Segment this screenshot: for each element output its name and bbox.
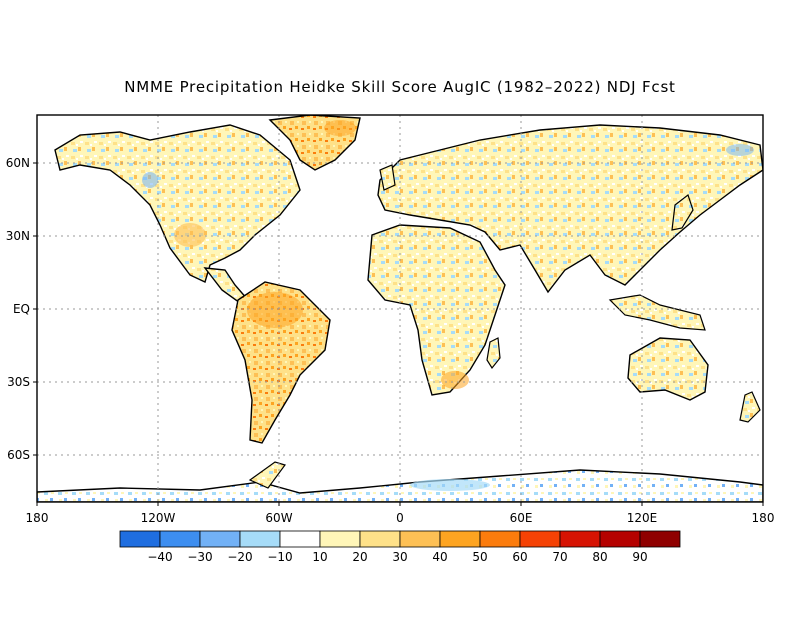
colorbar-swatch — [319, 530, 361, 548]
lat-tick-label: EQ — [13, 302, 30, 316]
colorbar-label: 60 — [512, 550, 527, 564]
graticule — [37, 115, 763, 502]
japan-land — [671, 194, 694, 231]
colorbar-label: 90 — [632, 550, 647, 564]
british-isles-land — [379, 164, 396, 191]
colorbar-label: 10 — [312, 550, 327, 564]
colorbar-swatch — [239, 530, 281, 548]
colorbar-label: 40 — [432, 550, 447, 564]
land-masses — [37, 115, 763, 502]
colorbar-swatch — [599, 530, 641, 548]
colorbar-swatch — [359, 530, 401, 548]
maritime-continent-land — [608, 294, 706, 331]
madagascar-land — [486, 337, 501, 370]
lon-tick-label: 180 — [26, 511, 49, 525]
colorbar-swatch — [279, 530, 321, 548]
lon-tick-label: 0 — [396, 511, 404, 525]
colorbar-swatch — [639, 530, 681, 548]
north-america-land — [54, 124, 301, 283]
lat-tick-label: 60N — [6, 156, 30, 170]
colorbar-swatch — [519, 530, 561, 548]
lon-tick-label: 60E — [510, 511, 533, 525]
colorbar-label: 20 — [352, 550, 367, 564]
colorbar-label: 50 — [472, 550, 487, 564]
colorbar-swatch — [199, 530, 241, 548]
new-zealand-land — [739, 391, 761, 423]
lat-tick-label: 30N — [6, 229, 30, 243]
lon-tick-label: 60W — [265, 511, 292, 525]
africa-land — [367, 224, 506, 396]
antarctica-land — [37, 469, 763, 502]
colorbar-swatch — [559, 530, 601, 548]
eurasia-land — [377, 124, 763, 294]
colorbar-label: 30 — [392, 550, 407, 564]
colorbar-swatch — [159, 530, 201, 548]
colorbar-label: 70 — [552, 550, 567, 564]
colorbar: −40 −30 −20 −10 10 20 30 40 50 60 70 80 90 — [119, 530, 681, 564]
colorbar-swatch — [439, 530, 481, 548]
lon-tick-label: 120W — [141, 511, 176, 525]
map-title: NMME Precipitation Heidke Skill Score Au… — [124, 78, 676, 96]
colorbar-swatch — [399, 530, 441, 548]
colorbar-swatch — [119, 530, 161, 548]
colorbar-label: −20 — [227, 550, 252, 564]
australia-land — [627, 337, 709, 401]
colorbar-label: −10 — [267, 550, 292, 564]
lon-tick-label: 180 — [752, 511, 775, 525]
lat-tick-label: 30S — [7, 375, 30, 389]
latitude-axis: 60N 30N EQ 30S 60S — [6, 156, 37, 462]
longitude-axis: 180 120W 60W 0 60E 120E 180 — [26, 502, 775, 525]
colorbar-label: −40 — [147, 550, 172, 564]
antarctic-peninsula-land — [248, 461, 286, 489]
colorbar-label: 80 — [592, 550, 607, 564]
lat-tick-label: 60S — [7, 448, 30, 462]
colorbar-label: −30 — [187, 550, 212, 564]
colorbar-swatch — [479, 530, 521, 548]
lon-tick-label: 120E — [627, 511, 658, 525]
